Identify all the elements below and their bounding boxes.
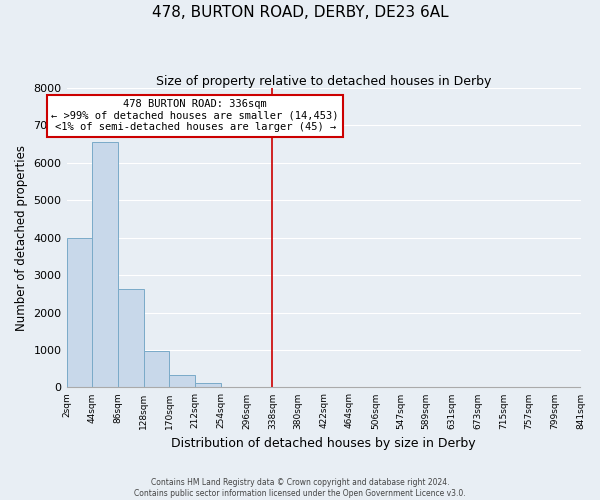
Text: Contains HM Land Registry data © Crown copyright and database right 2024.
Contai: Contains HM Land Registry data © Crown c… xyxy=(134,478,466,498)
Bar xyxy=(169,375,195,388)
Text: 478, BURTON ROAD, DERBY, DE23 6AL: 478, BURTON ROAD, DERBY, DE23 6AL xyxy=(152,5,448,20)
Bar xyxy=(118,290,144,388)
Text: 478 BURTON ROAD: 336sqm
← >99% of detached houses are smaller (14,453)
<1% of se: 478 BURTON ROAD: 336sqm ← >99% of detach… xyxy=(52,99,339,132)
Bar xyxy=(195,382,221,388)
Bar xyxy=(144,351,169,388)
Y-axis label: Number of detached properties: Number of detached properties xyxy=(15,144,28,330)
Bar xyxy=(67,238,92,388)
Bar xyxy=(92,142,118,388)
Title: Size of property relative to detached houses in Derby: Size of property relative to detached ho… xyxy=(156,75,491,88)
X-axis label: Distribution of detached houses by size in Derby: Distribution of detached houses by size … xyxy=(171,437,476,450)
